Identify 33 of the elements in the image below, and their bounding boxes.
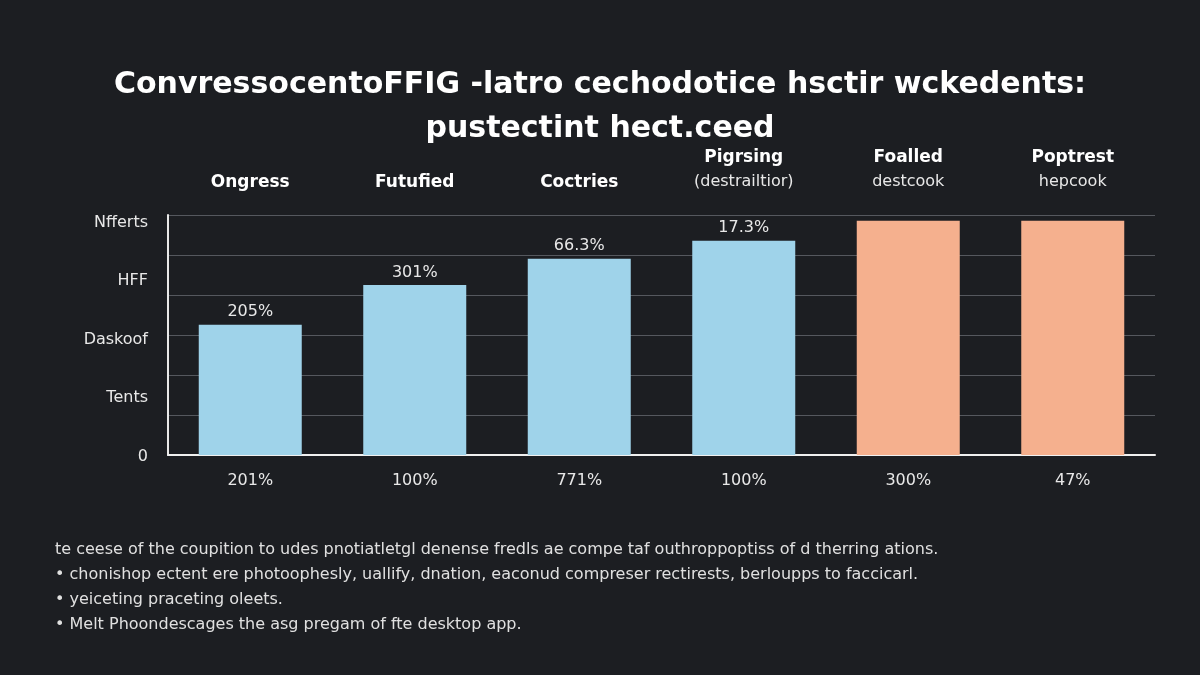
annotation: 201%	[227, 469, 274, 489]
annotation: 100%	[720, 469, 767, 489]
annotation: 100%	[391, 469, 438, 489]
annotation: 47%	[1054, 469, 1091, 489]
chart-title: ConvressocentoFFIG -latro cechodotice hsctir wckedents:	[113, 64, 1087, 100]
annotation: 205%	[227, 301, 274, 321]
x-tick-label: Foalled destcook	[872, 145, 946, 190]
text: • chonishop ectent ere photoophesly, uallify, dnation, eaconud compreser rectirests, berloupps to faccicarl.	[55, 563, 919, 583]
annotation: 300%	[885, 469, 932, 489]
bar	[1021, 220, 1125, 455]
bar	[363, 285, 467, 455]
x-tick-label: Coctries	[540, 170, 619, 191]
text: 0	[137, 445, 148, 465]
text: • Melt Phoondescages the asg pregam of fte desktop app.	[55, 613, 522, 633]
text: Daskoof	[83, 328, 149, 348]
bar	[692, 240, 796, 455]
annotation: 771%	[556, 469, 603, 489]
text: Nfferts	[93, 211, 148, 231]
text: te ceese of the coupition to udes pnotiatletgl denense fredls ae compe taf outhroppoptiss of d therring ations.	[55, 538, 939, 558]
text: • yeiceting praceting oleets.	[55, 588, 283, 608]
text: Tents	[105, 387, 148, 406]
x-tick-label: Futufied	[375, 170, 455, 191]
annotation: 17.3%	[718, 217, 770, 237]
bar	[527, 258, 631, 455]
annotation: 301%	[391, 261, 438, 281]
x-tick-label: Ongress	[210, 170, 290, 191]
text: HFF	[117, 270, 148, 289]
chart-subtitle: pustectint hect.ceed	[425, 108, 775, 144]
bar	[198, 324, 302, 455]
bar	[856, 220, 960, 455]
x-tick-label: Pigrsing (destrailtior)	[694, 145, 794, 190]
x-tick-label: Poptrest hepcook	[1031, 145, 1115, 190]
annotation: 66.3%	[553, 235, 605, 255]
